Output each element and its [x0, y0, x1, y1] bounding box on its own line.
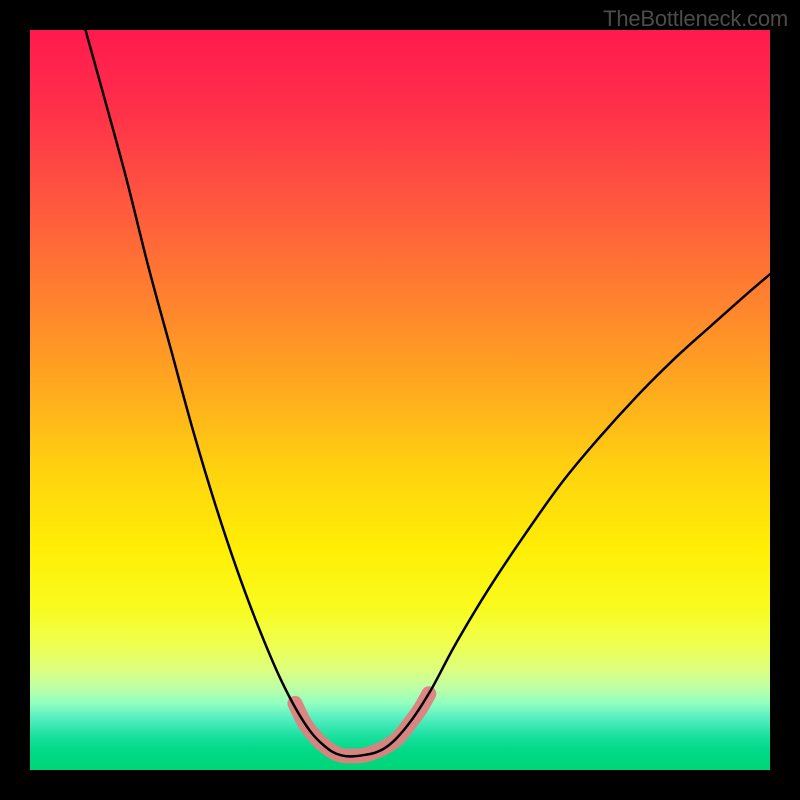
outer-frame: TheBottleneck.com	[0, 0, 800, 800]
curve-layer	[30, 30, 770, 770]
plot-area	[30, 30, 770, 770]
attribution-label: TheBottleneck.com	[603, 6, 788, 32]
bottleneck-curve	[86, 30, 771, 756]
